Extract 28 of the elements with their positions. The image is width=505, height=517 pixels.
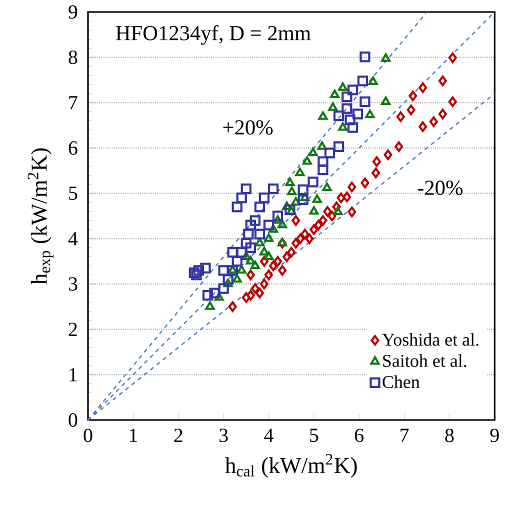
x-tick-label: 6 <box>354 428 364 442</box>
y-axis-title: h$_{exp}$ (kW/m$^{2}$K) <box>28 148 54 284</box>
annotation: -20% <box>418 180 463 196</box>
y-tick-label: 3 <box>68 277 78 291</box>
y-tick-label: 5 <box>69 186 78 200</box>
x-tick-label: 3 <box>220 428 228 442</box>
x-tick-label: 4 <box>264 428 274 442</box>
x-axis-title: h$_{cal}$ (kW/m$^{2}$K) <box>225 454 357 478</box>
x-tick-label: 5 <box>310 428 318 442</box>
x-tick-label: 8 <box>445 428 454 442</box>
x-tick-label: 7 <box>400 428 409 442</box>
y-tick-label: 7 <box>69 96 78 110</box>
y-tick-label: 6 <box>68 141 78 155</box>
x-tick-label: 9 <box>490 428 499 442</box>
y-tick-label: 4 <box>68 232 78 246</box>
annotation: +20% <box>223 120 273 135</box>
legend-label: Saitoh et al. <box>383 354 466 368</box>
y-tick-label: 0 <box>68 413 78 427</box>
x-tick-label: 0 <box>84 428 92 442</box>
legend-label: Yoshida et al. <box>382 333 478 346</box>
x-tick-label: 1 <box>130 428 137 442</box>
y-tick-label: 2 <box>68 322 77 336</box>
y-tick-label: 1 <box>70 368 77 382</box>
y-tick-label: 8 <box>68 50 78 64</box>
legend-label: Chen <box>382 375 420 388</box>
y-tick-label: 9 <box>68 5 78 19</box>
x-tick-label: 2 <box>174 428 182 442</box>
annotation: HFO1234yf, D = 2mm <box>116 25 311 45</box>
